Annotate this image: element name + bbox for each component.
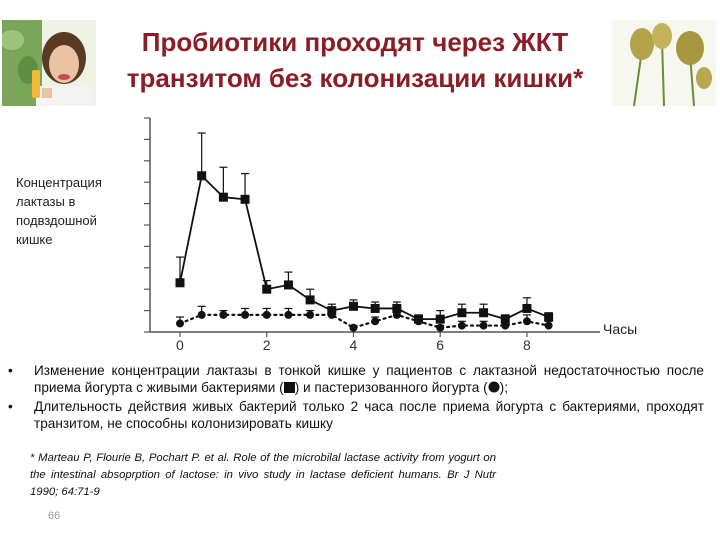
bullet-text-start: Изменение концентрации лактазы в тонкой … xyxy=(34,363,704,395)
x-tick-label: 6 xyxy=(436,337,444,353)
bullet-item: • Длительность действия живых бактерий т… xyxy=(8,398,704,432)
data-point-circle xyxy=(284,310,293,319)
data-point-square xyxy=(522,303,532,313)
bullet-text-middle: ) и пастеризованного йогурта ( xyxy=(294,380,488,395)
x-tick-label: 4 xyxy=(349,337,357,353)
data-point-square xyxy=(305,295,315,305)
woman-eating-yogurt-photo xyxy=(0,20,96,106)
bullet-marker: • xyxy=(8,363,13,378)
data-point-square xyxy=(544,312,554,322)
data-point-circle xyxy=(501,321,510,330)
reference-citation: * Marteau P, Flourie B, Pochart P. et al… xyxy=(30,452,496,498)
bullet-text: Длительность действия живых бактерий тол… xyxy=(34,399,704,431)
data-point-square xyxy=(479,308,489,318)
data-point-circle xyxy=(371,317,380,326)
data-point-circle xyxy=(219,310,228,319)
data-point-circle xyxy=(436,323,445,332)
data-point-circle xyxy=(241,310,250,319)
data-point-circle xyxy=(327,310,336,319)
plant-seedheads-photo xyxy=(612,20,716,107)
series-line-1 xyxy=(178,313,550,329)
square-marker-icon xyxy=(283,380,295,395)
data-point-circle xyxy=(414,317,423,326)
data-point-square xyxy=(283,280,293,290)
circle-marker-icon xyxy=(488,380,500,395)
data-point-square xyxy=(348,301,358,311)
x-tick-label: 2 xyxy=(263,337,271,353)
data-point-square xyxy=(457,308,467,318)
data-point-circle xyxy=(197,310,206,319)
data-point-circle xyxy=(176,319,184,328)
data-point-circle xyxy=(392,310,401,319)
bullet-marker: • xyxy=(8,399,13,414)
data-point-square xyxy=(240,194,250,204)
data-point-circle xyxy=(349,323,358,332)
data-point-square xyxy=(197,171,207,181)
x-axis-label: Часы xyxy=(603,321,638,337)
data-point-square xyxy=(500,314,510,324)
x-tick-label: 8 xyxy=(523,337,531,353)
data-point-square xyxy=(262,284,272,294)
x-tick-label: 0 xyxy=(176,337,184,353)
data-point-square xyxy=(435,314,445,324)
data-point-square xyxy=(175,278,185,288)
data-point-circle xyxy=(457,321,466,330)
data-point-circle xyxy=(522,317,531,326)
lactase-chart: 0 2 4 6 8 xyxy=(144,117,600,353)
data-point-circle xyxy=(479,321,488,330)
data-point-square xyxy=(370,303,380,313)
data-point-circle xyxy=(544,321,553,330)
bullet-list: • Изменение концентрации лактазы в тонко… xyxy=(8,362,704,434)
bullet-item: • Изменение концентрации лактазы в тонко… xyxy=(8,362,704,396)
bullet-text-end: ); xyxy=(499,380,508,395)
page-title: Пробиотики проходят через ЖКТ транзитом … xyxy=(126,27,584,93)
data-point-circle xyxy=(262,310,271,319)
series-line-0 xyxy=(179,173,550,321)
data-point-square xyxy=(218,192,228,202)
y-axis-label: Концентрация лактазы в подвздошной кишке xyxy=(16,175,102,247)
data-point-circle xyxy=(306,310,315,319)
page-number: 66 xyxy=(48,510,61,522)
